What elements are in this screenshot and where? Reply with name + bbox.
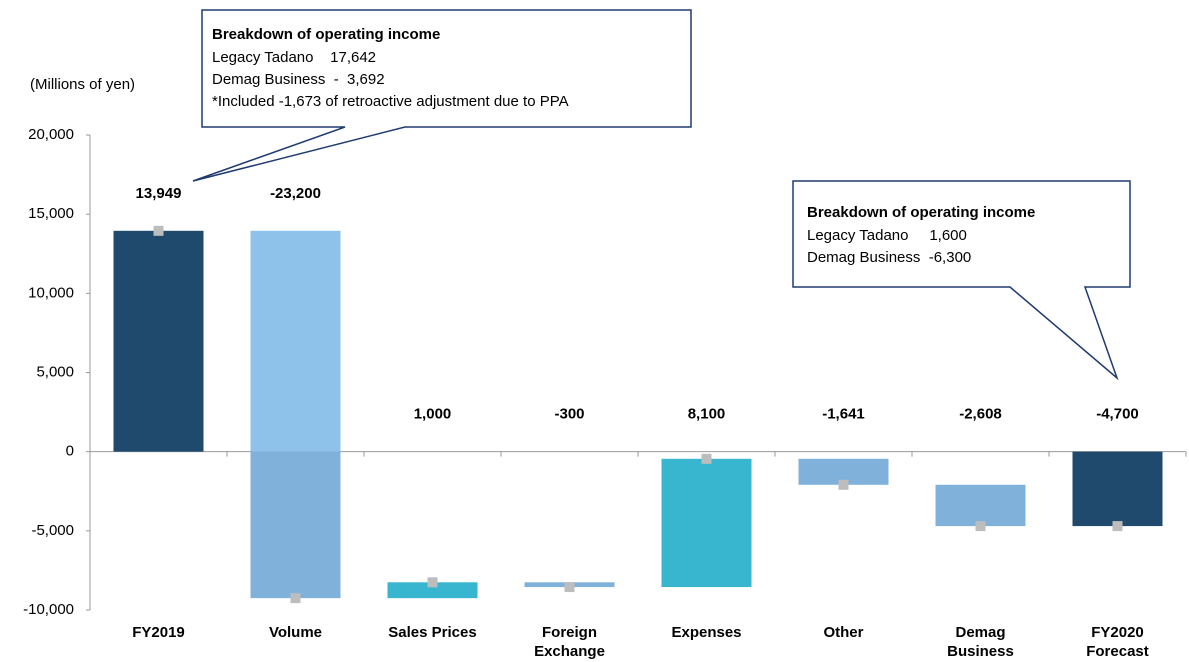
callout-box [792,180,1131,381]
y-tick-label: 20,000 [28,126,74,143]
x-tick-label: Demag Business [947,624,1014,660]
bar [661,458,752,588]
y-tick-label: 10,000 [28,284,74,301]
x-tick-label: Sales Prices [388,624,477,641]
value-label: -23,200 [270,185,321,202]
x-tick-label: Foreign Exchange [534,624,605,660]
bar [250,451,341,599]
callout-line: Demag Business -6,300 [807,249,971,266]
y-tick-label: -10,000 [23,601,74,618]
value-label: -1,641 [822,406,865,423]
callout-box [192,9,692,182]
x-tick-label: FY2020 Forecast [1086,624,1149,660]
y-tick-label: -5,000 [31,522,74,539]
callout-line: Legacy Tadano 17,642 [212,49,376,66]
callout: Breakdown of operating income Legacy Tad… [192,9,692,182]
x-tick-label: Other [823,624,864,641]
marker [701,453,712,464]
bar [113,230,204,452]
marker [1112,521,1123,532]
y-tick-label: 5,000 [36,363,74,380]
bar [250,230,341,452]
x-tick-label: Volume [268,624,323,641]
marker [427,577,438,588]
x-tick-label: FY2019 [132,624,185,641]
marker [975,521,986,532]
marker [290,593,301,604]
x-tick-label: Expenses [671,624,742,641]
marker [838,479,849,490]
value-label: 8,100 [688,406,726,423]
value-label: 13,949 [136,185,182,202]
callout-title: Breakdown of operating income [807,204,1035,221]
y-tick-label: 0 [66,443,74,460]
marker [153,225,164,236]
marker [564,582,575,593]
y-tick-label: 15,000 [28,205,74,222]
value-label: -4,700 [1096,406,1139,423]
bar [387,582,478,599]
value-label: -2,608 [959,406,1002,423]
callout-line: Demag Business - 3,692 [212,71,385,88]
callout-title: Breakdown of operating income [212,26,440,43]
y-axis-label: (Millions of yen) [30,76,135,93]
callout: Breakdown of operating income Legacy Tad… [792,180,1131,381]
callout-line: *Included -1,673 of retroactive adjustme… [212,93,569,110]
bar [1072,451,1163,527]
value-label: -300 [554,406,584,423]
value-label: 1,000 [414,406,452,423]
callout-line: Legacy Tadano 1,600 [807,227,967,244]
bar [935,484,1026,527]
